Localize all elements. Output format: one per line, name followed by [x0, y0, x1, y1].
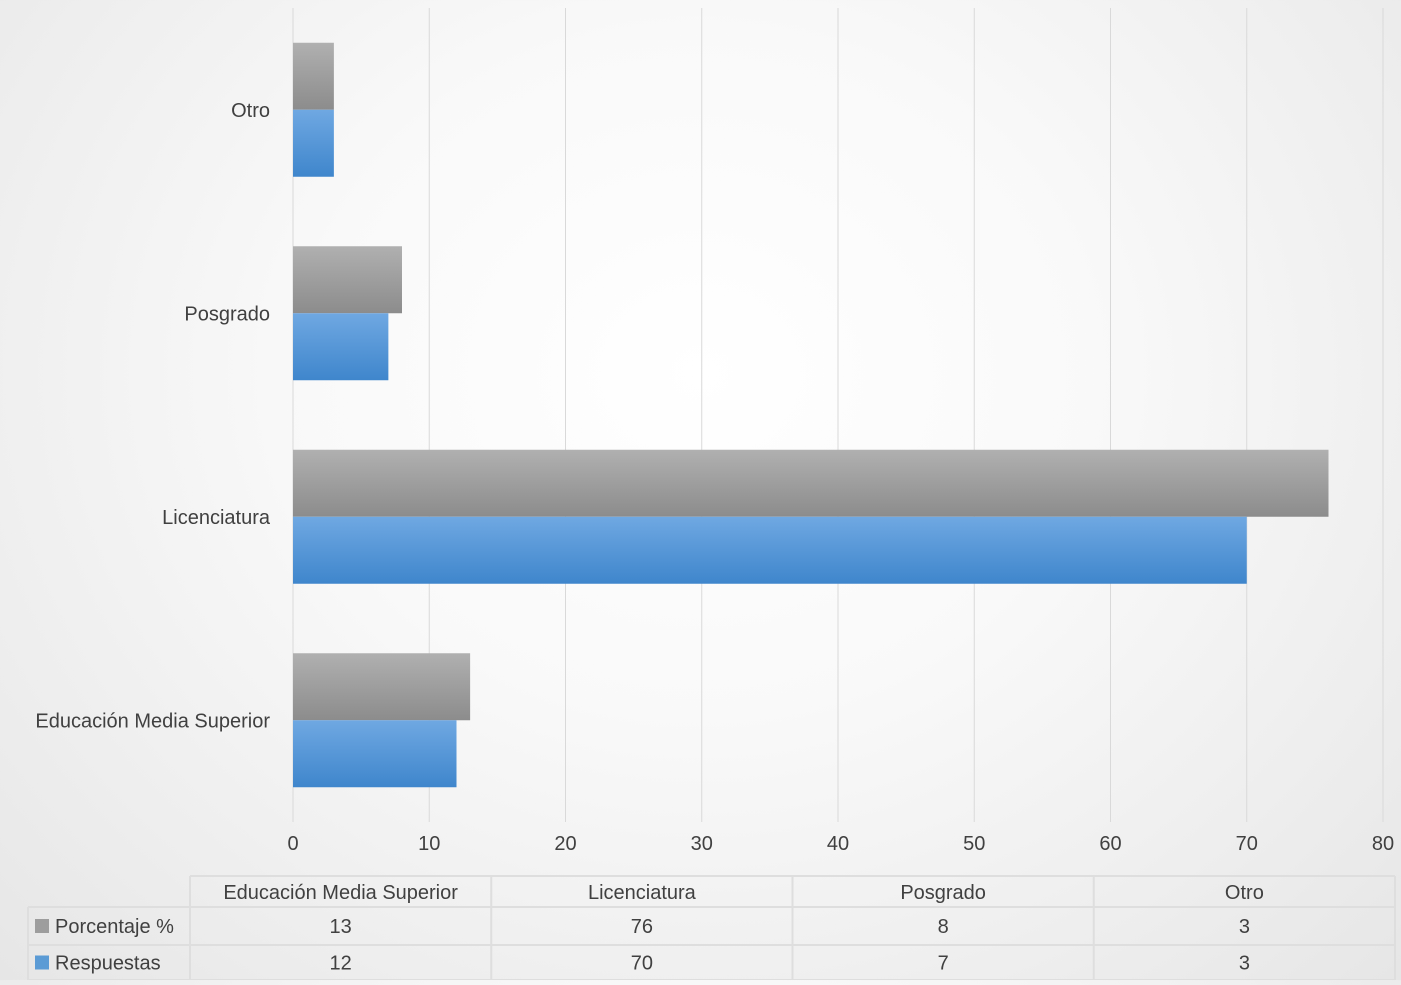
table-header-cell: Otro [1225, 882, 1264, 904]
table-series-label: Porcentaje % [55, 916, 174, 938]
legend-key [35, 955, 49, 970]
table-header-cell: Posgrado [900, 882, 986, 904]
x-axis-ticks: 0 10 20 30 40 50 60 70 80 [287, 833, 1394, 855]
table-cell: 3 [1239, 953, 1250, 975]
bar [293, 653, 471, 721]
x-tick-label: 10 [418, 833, 440, 855]
x-tick-label: 20 [554, 833, 576, 855]
table-header-cell: Licenciatura [588, 882, 697, 904]
category-labels: Educación Media Superior Licenciatura Posg… [35, 100, 270, 733]
category-label: Otro [231, 100, 270, 122]
x-tick-label: 30 [691, 833, 713, 855]
x-tick-label: 0 [287, 833, 298, 855]
bar [293, 720, 457, 788]
table-cell: 8 [938, 916, 949, 938]
table-header-cell: Educación Media Superior [223, 882, 458, 904]
table-cell: 7 [938, 953, 949, 975]
data-table: Educación Media Superior Licenciatura Posg… [27, 875, 1396, 981]
table-cell: 76 [631, 916, 653, 938]
table-series-label: Respuestas [55, 953, 161, 975]
x-tick-label: 50 [963, 833, 985, 855]
category-label: Posgrado [184, 303, 270, 325]
x-tick-label: 40 [827, 833, 849, 855]
table-cell: 12 [330, 953, 352, 975]
bar [293, 516, 1247, 584]
bar [293, 246, 402, 314]
x-tick-label: 80 [1372, 833, 1394, 855]
grid-lines [292, 8, 1384, 822]
bar [293, 42, 334, 110]
category-label: Educación Media Superior [35, 710, 270, 732]
bar [293, 109, 334, 177]
bars [293, 42, 1329, 788]
legend-key [35, 919, 49, 933]
table-cell: 70 [631, 953, 653, 975]
x-tick-label: 60 [1099, 833, 1121, 855]
bar [293, 449, 1329, 517]
category-label: Licenciatura [162, 507, 271, 529]
bar [293, 313, 389, 381]
table-cell: 13 [330, 916, 352, 938]
table-cell: 3 [1239, 916, 1250, 938]
x-tick-label: 70 [1236, 833, 1258, 855]
